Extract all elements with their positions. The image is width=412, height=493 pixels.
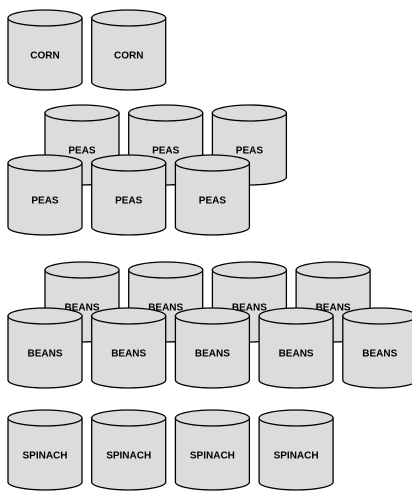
can-body bbox=[7, 315, 83, 389]
can-label: PEAS bbox=[199, 196, 227, 207]
can-label: PEAS bbox=[236, 146, 264, 157]
can-top bbox=[91, 154, 167, 172]
can: CORN bbox=[7, 9, 83, 91]
can: BEANS bbox=[174, 307, 251, 389]
can: SPINACH bbox=[174, 409, 251, 491]
can-body bbox=[7, 17, 83, 91]
can-label: SPINACH bbox=[190, 451, 235, 462]
can-top bbox=[342, 307, 412, 325]
can-top bbox=[7, 154, 83, 172]
can-body bbox=[174, 315, 251, 389]
can-label: PEAS bbox=[31, 196, 59, 207]
can: PEAS bbox=[7, 154, 83, 236]
can-top bbox=[91, 307, 167, 325]
can-label: PEAS bbox=[68, 146, 96, 157]
can-group: BEANS BEANS BEANS BEANS BEANS BEANS BEANS BEANS… bbox=[7, 261, 412, 389]
can: BEANS bbox=[342, 307, 412, 389]
can-top bbox=[7, 409, 83, 427]
can-label: CORN bbox=[30, 51, 59, 62]
can-top bbox=[211, 261, 288, 279]
can-label: BEANS bbox=[362, 349, 397, 360]
can-label: SPINACH bbox=[22, 451, 67, 462]
can-top bbox=[44, 261, 120, 279]
can-label: BEANS bbox=[148, 303, 183, 314]
can-top bbox=[91, 409, 167, 427]
can: BEANS bbox=[91, 307, 167, 389]
can-body bbox=[342, 315, 412, 389]
can: PEAS bbox=[174, 154, 251, 236]
can-body bbox=[174, 162, 251, 236]
can: SPINACH bbox=[7, 409, 83, 491]
can-top bbox=[174, 409, 251, 427]
can-body bbox=[174, 417, 251, 491]
can-label: SPINACH bbox=[274, 451, 319, 462]
can-label: CORN bbox=[114, 51, 143, 62]
can-body bbox=[91, 162, 167, 236]
can-top bbox=[258, 307, 334, 325]
can-label: BEANS bbox=[195, 349, 230, 360]
can-label: BEANS bbox=[232, 303, 267, 314]
can-label: BEANS bbox=[64, 303, 99, 314]
can-group: CORN CORN bbox=[7, 9, 167, 91]
can-label: PEAS bbox=[152, 146, 180, 157]
can-body bbox=[258, 417, 334, 491]
can: CORN bbox=[91, 9, 167, 91]
can-top bbox=[128, 104, 204, 122]
can-group: PEAS PEAS PEAS PEAS PEAS PEAS bbox=[7, 104, 288, 236]
can: SPINACH bbox=[258, 409, 334, 491]
can-top bbox=[91, 9, 167, 27]
can-top bbox=[174, 154, 251, 172]
can-top bbox=[174, 307, 251, 325]
can-body bbox=[7, 162, 83, 236]
can-label: BEANS bbox=[316, 303, 351, 314]
can-label: BEANS bbox=[27, 349, 62, 360]
can-label: BEANS bbox=[111, 349, 146, 360]
can-label: SPINACH bbox=[106, 451, 151, 462]
can-top bbox=[7, 307, 83, 325]
can-body bbox=[7, 417, 83, 491]
can-label: BEANS bbox=[279, 349, 314, 360]
can: BEANS bbox=[7, 307, 83, 389]
can-body bbox=[91, 17, 167, 91]
can: PEAS bbox=[211, 104, 288, 186]
can-top bbox=[44, 104, 120, 122]
can-top bbox=[295, 261, 371, 279]
can-top bbox=[7, 9, 83, 27]
can-body bbox=[258, 315, 334, 389]
can-top bbox=[128, 261, 204, 279]
can-label: PEAS bbox=[115, 196, 143, 207]
can: PEAS bbox=[91, 154, 167, 236]
can-body bbox=[91, 417, 167, 491]
can-top bbox=[258, 409, 334, 427]
can-top bbox=[211, 104, 288, 122]
can-group: SPINACH SPINACH SPINACH SPINACH bbox=[7, 409, 334, 491]
can-body bbox=[91, 315, 167, 389]
can: SPINACH bbox=[91, 409, 167, 491]
can: BEANS bbox=[258, 307, 334, 389]
